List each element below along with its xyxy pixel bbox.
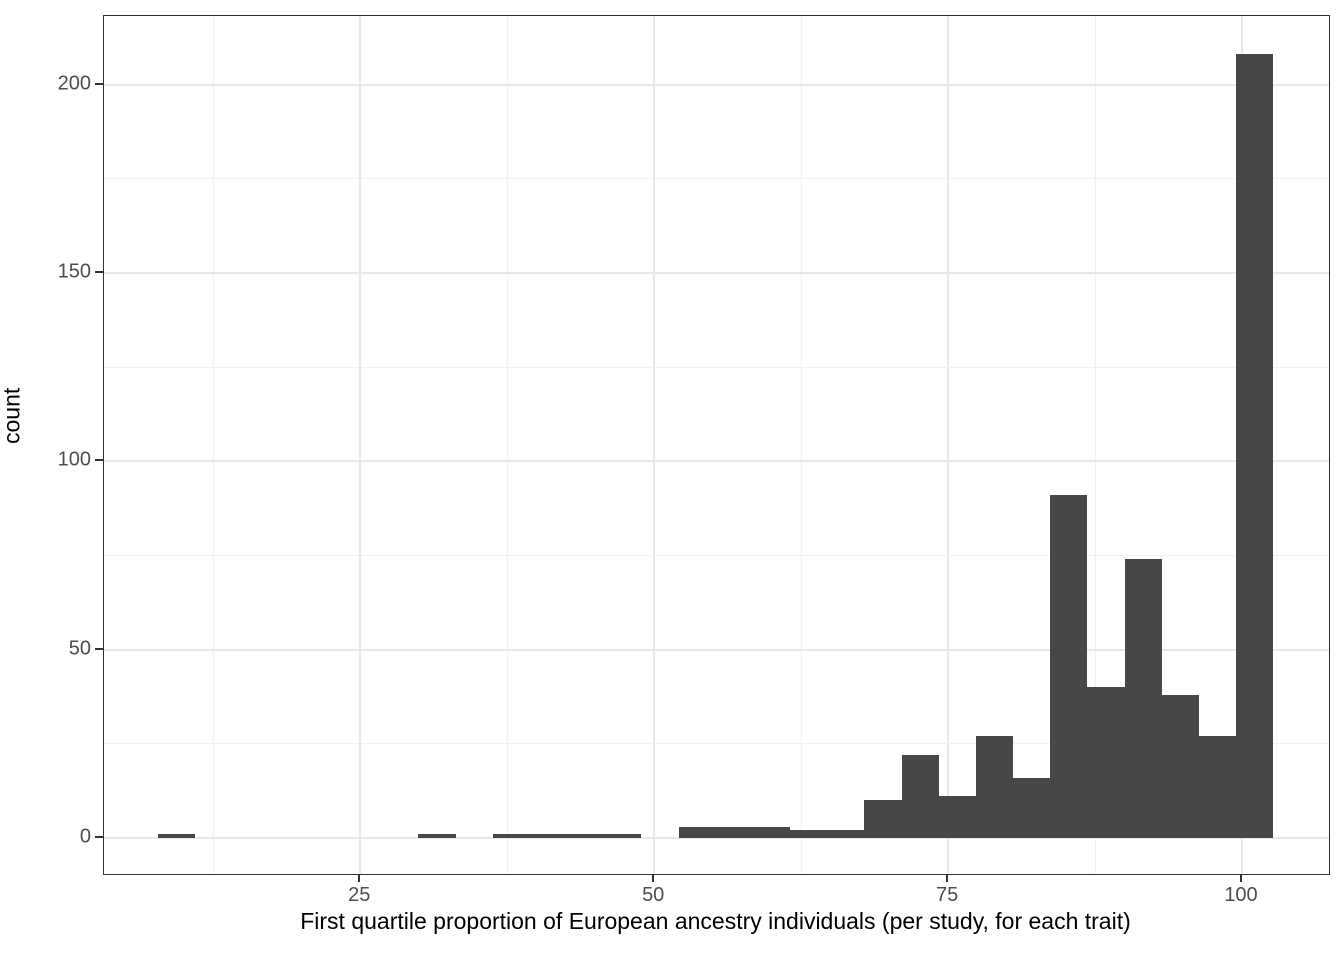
y-major-gridline (104, 83, 1329, 86)
x-tick-label: 75 (935, 884, 959, 906)
histogram-bar (567, 834, 605, 838)
y-major-gridline (104, 836, 1329, 839)
x-tick-mark (1240, 874, 1242, 882)
y-minor-gridline (104, 178, 1329, 180)
histogram-bar (1198, 736, 1236, 838)
x-major-gridline (653, 16, 656, 874)
histogram-bar (1124, 559, 1162, 838)
x-minor-gridline (800, 16, 802, 874)
histogram-bar (158, 834, 196, 838)
x-major-gridline (947, 16, 950, 874)
y-tick-label: 100 (57, 448, 91, 471)
histogram-bar (864, 800, 902, 838)
histogram-bar (938, 796, 976, 838)
histogram-bar (1161, 694, 1199, 838)
y-axis-title: count (0, 387, 25, 444)
y-tick-mark (95, 82, 103, 85)
histogram-bar (418, 834, 456, 838)
y-tick-mark (95, 835, 103, 838)
histogram-bar (1050, 495, 1088, 838)
y-tick-label: 150 (57, 260, 91, 283)
plot-panel (103, 15, 1330, 875)
x-major-gridline (359, 16, 362, 874)
histogram-bar (975, 736, 1014, 838)
x-minor-gridline (1094, 16, 1096, 874)
y-minor-gridline (104, 366, 1329, 368)
x-tick-label: 50 (642, 884, 665, 906)
histogram-bar (678, 826, 716, 838)
x-tick-mark (652, 874, 655, 882)
histogram-bar (1236, 54, 1274, 838)
y-tick-label: 0 (79, 825, 91, 848)
y-minor-gridline (104, 554, 1329, 556)
x-minor-gridline (212, 16, 214, 874)
y-tick-mark (95, 270, 103, 273)
x-axis-title: First quartile proportion of European an… (300, 908, 1131, 934)
x-tick-label: 25 (348, 884, 371, 906)
y-major-gridline (104, 648, 1329, 651)
x-tick-label: 100 (1224, 884, 1258, 906)
x-tick-mark (946, 874, 949, 882)
y-minor-gridline (104, 743, 1329, 745)
y-tick-mark (95, 647, 103, 650)
histogram-bar (1013, 777, 1051, 838)
x-minor-gridline (506, 16, 508, 874)
histogram-bar (715, 826, 753, 838)
histogram-bar (827, 830, 865, 838)
y-tick-label: 50 (68, 637, 91, 660)
x-tick-mark (358, 874, 361, 882)
y-tick-mark (95, 459, 103, 462)
histogram-bar (604, 834, 642, 838)
y-tick-label: 200 (57, 72, 91, 95)
histogram-bar (529, 834, 568, 838)
y-major-gridline (104, 460, 1329, 463)
histogram-bar (492, 834, 530, 838)
histogram-bar (752, 826, 791, 838)
histogram-bar (1087, 687, 1125, 838)
histogram-bar (901, 754, 939, 838)
histogram-bar (790, 830, 828, 838)
y-major-gridline (104, 271, 1329, 274)
